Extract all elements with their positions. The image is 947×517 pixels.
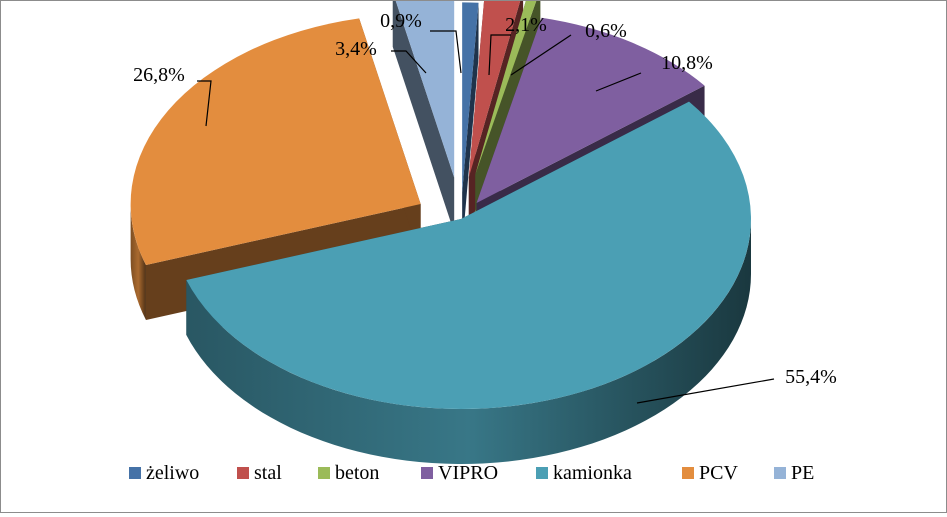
- slice-top-kamionka: [186, 101, 751, 410]
- slice-zeliwo: [462, 2, 479, 248]
- data-label-vipro: 10,8%: [661, 52, 713, 74]
- legend-item-pe: PE: [774, 462, 814, 484]
- slice-wall-zeliwo-1: [462, 2, 479, 248]
- legend-item-kamionka: kamionka: [536, 462, 632, 484]
- slice-top-stal: [468, 0, 521, 178]
- slices-layer: [130, 0, 751, 464]
- legend-swatch-beton: [318, 467, 330, 479]
- legend-item-zeliwo: żeliwo: [129, 462, 199, 484]
- legend-item-stal: stal: [237, 462, 282, 484]
- leader-pe: [391, 50, 427, 74]
- slice-top-pcv: [130, 18, 421, 266]
- slice-top-vipro: [476, 17, 705, 203]
- leader-beton: [510, 34, 572, 76]
- data-label-beton: 0,6%: [585, 20, 627, 42]
- leader-kamionka: [636, 378, 775, 404]
- data-label-kamionka: 55,4%: [785, 366, 837, 388]
- legend-swatch-stal: [237, 467, 249, 479]
- legend-swatch-zeliwo: [129, 467, 141, 479]
- slice-kamionka: [186, 101, 751, 464]
- data-labels: 0,9% 2,1% 0,6% 10,8% 55,4% 26,8% 3,4%: [133, 10, 837, 388]
- legend-swatch-kamionka: [536, 467, 548, 479]
- leader-stal: [488, 34, 511, 76]
- slice-wall-pe-0: [392, 0, 455, 233]
- slice-side-kamionka: [186, 219, 751, 464]
- legend-label-pe: PE: [791, 462, 814, 484]
- legend-label-vipro: VIPRO: [438, 462, 498, 484]
- slice-side-pcv: [130, 204, 146, 321]
- legend-label-stal: stal: [254, 462, 282, 484]
- data-label-pe: 3,4%: [335, 38, 377, 60]
- legend-label-zeliwo: żeliwo: [146, 462, 199, 484]
- leader-vipro: [595, 72, 642, 92]
- legend-swatch-vipro: [421, 467, 433, 479]
- legend-swatch-pcv: [682, 467, 694, 479]
- legend-item-pcv: PCV: [682, 462, 738, 484]
- leader-pcv: [197, 80, 212, 127]
- data-label-pcv: 26,8%: [133, 64, 185, 86]
- legend-label-kamionka: kamionka: [553, 462, 632, 484]
- leader-zeliwo: [430, 30, 462, 74]
- legend: żeliwo stal beton VIPRO kamionka PCV PE: [129, 462, 814, 484]
- data-label-stal: 2,1%: [505, 14, 547, 36]
- legend-swatch-pe: [774, 467, 786, 479]
- slice-top-pe: [395, 0, 455, 178]
- slice-pe: [392, 0, 455, 233]
- legend-label-beton: beton: [335, 462, 379, 484]
- legend-label-pcv: PCV: [699, 462, 738, 484]
- slice-top-zeliwo: [462, 2, 479, 193]
- data-label-zeliwo: 0,9%: [380, 10, 422, 32]
- leader-lines: [197, 30, 775, 404]
- legend-item-beton: beton: [318, 462, 379, 484]
- legend-item-vipro: VIPRO: [421, 462, 498, 484]
